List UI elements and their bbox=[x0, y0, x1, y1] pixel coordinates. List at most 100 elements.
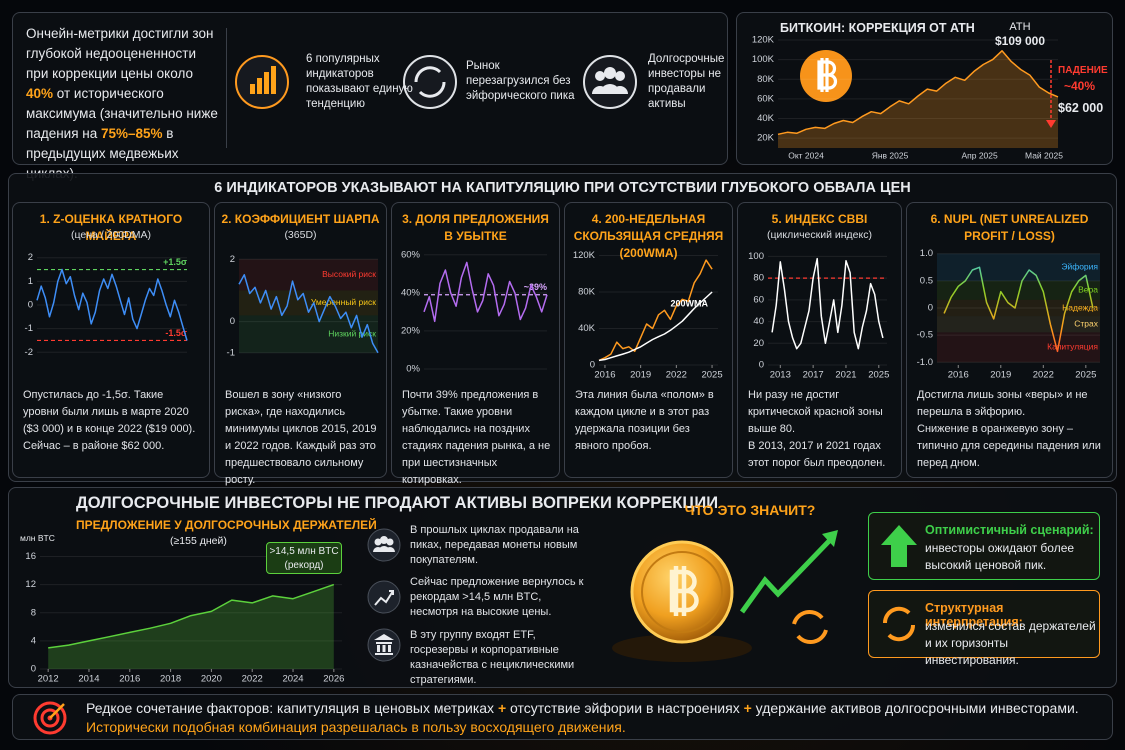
paragraph: Опустилась до -1,5σ. Такие уровни были л… bbox=[23, 389, 196, 435]
x-tick-label: 2022 bbox=[1033, 370, 1054, 381]
zone bbox=[937, 280, 1100, 300]
y-tick-label: -1 bbox=[227, 347, 235, 358]
feature: Долгосрочные инвесторы не продавали акти… bbox=[648, 53, 725, 110]
line bbox=[36, 268, 188, 341]
y-tick-label: 1.0 bbox=[920, 248, 933, 259]
line bbox=[423, 261, 548, 323]
reference-label: ~39% bbox=[524, 282, 547, 292]
icon bbox=[374, 634, 394, 655]
lth-title: ДОЛГОСРОЧНЫЕ ИНВЕСТОРЫ НЕ ПРОДАЮТ АКТИВЫ… bbox=[76, 494, 719, 512]
lth-note: (≥155 дней) bbox=[170, 535, 227, 547]
coin-rim bbox=[641, 551, 723, 633]
y-tick-label: 16 bbox=[25, 551, 36, 562]
x-tick-label: 2016 bbox=[948, 370, 969, 381]
icon-circle bbox=[403, 55, 457, 109]
x-tick-label: 2025 bbox=[1075, 370, 1096, 381]
icon-circle bbox=[367, 528, 401, 562]
zone-label: Страх bbox=[1074, 319, 1098, 329]
paragraph: Снижение в оранжевую зону – типично для … bbox=[917, 423, 1101, 469]
indicator-subtitle: (365D) bbox=[284, 229, 317, 241]
x-tick-label: 2012 bbox=[38, 674, 59, 685]
zone-label: Высокий риск bbox=[322, 269, 376, 279]
y-tick-label: 2 bbox=[28, 252, 33, 263]
text-segment: удержание активов долгосрочными инвестор… bbox=[751, 700, 1079, 716]
x-tick-label: 2024 bbox=[282, 674, 303, 685]
icon bbox=[595, 71, 605, 81]
y-tick-label: 120K bbox=[573, 250, 596, 261]
shadow bbox=[612, 634, 752, 662]
area bbox=[48, 584, 334, 669]
x-tick-label: 2016 bbox=[594, 370, 615, 381]
x-tick-label: Апр 2025 bbox=[961, 150, 998, 160]
callout-line: >14,5 млн BTC bbox=[269, 546, 339, 557]
y-tick-label: -1.0 bbox=[917, 357, 933, 368]
zone-label: Низкий риск bbox=[328, 328, 376, 338]
y-tick-label: 100K bbox=[752, 54, 775, 65]
text-segment: + bbox=[497, 700, 507, 716]
y-tick-label: 1 bbox=[28, 276, 33, 287]
y-tick-label: -2 bbox=[25, 347, 33, 358]
y-tick-label: 0 bbox=[230, 316, 235, 327]
growth-arrow bbox=[739, 536, 834, 614]
scenario-title: Структурная интерпретация: bbox=[925, 601, 1023, 629]
icon bbox=[40, 708, 60, 728]
icon-circle bbox=[583, 55, 637, 109]
y-tick-label: 40 bbox=[753, 316, 764, 327]
zone bbox=[937, 332, 1100, 363]
indicator-title: 3. ДОЛЯ ПРЕДЛОЖЕНИЯ В УБЫТКЕ bbox=[402, 212, 549, 243]
zone-label: Капитуляция bbox=[1047, 342, 1098, 352]
x-tick-label: 2019 bbox=[990, 370, 1011, 381]
paragraph: Достигла лишь зоны «веры» и не перешла в… bbox=[917, 389, 1088, 418]
zone bbox=[239, 315, 378, 353]
reference-label: +1.5σ bbox=[163, 257, 187, 267]
icon bbox=[49, 703, 65, 719]
scenario: Структурная интерпретация: изменился сост… bbox=[868, 590, 1100, 667]
x-tick-label: Май 2025 bbox=[1025, 150, 1063, 160]
bullet-text: В эту группу входят ETF, госрезервы и ко… bbox=[410, 629, 575, 686]
zone bbox=[937, 316, 1100, 333]
cycle-icon bbox=[792, 610, 828, 644]
line bbox=[48, 583, 335, 649]
x-tick-label: 2013 bbox=[770, 370, 791, 381]
x-tick-label: 2014 bbox=[78, 674, 99, 685]
indicator-chart: 2 1 0 -1 -2 +1.5σ -1.5σ bbox=[25, 252, 188, 358]
footer-line: Исторически подобная комбинация разрешал… bbox=[86, 719, 626, 735]
text-segment: Редкое сочетание факторов: капитуляция в… bbox=[86, 700, 498, 716]
indicator-panel: 5. ИНДЕКС CBBI (циклический индекс) 100 80 6… bbox=[737, 202, 902, 478]
indicator-chart: ЭйфорияВераНадеждаСтрахКапитуляция1.00.5… bbox=[917, 248, 1100, 381]
area bbox=[778, 50, 1058, 148]
icon bbox=[380, 536, 388, 544]
x-tick-label: Янв 2025 bbox=[872, 150, 909, 160]
arrow-head bbox=[822, 530, 838, 547]
zone bbox=[937, 253, 1100, 281]
y-axis-label: млн BTC bbox=[20, 533, 55, 543]
y-tick-label: 60K bbox=[757, 93, 775, 104]
indicator-text: Вошел в зону «низкого риска», где находи… bbox=[225, 387, 378, 489]
btc-panel bbox=[736, 12, 1113, 165]
y-tick-label: -1 bbox=[25, 323, 33, 334]
x-tick-label: 2020 bbox=[201, 674, 222, 685]
indicator-panel: 1. Z-ОЦЕНКА КРАТНОГО МАЙЕРА (цена / 200DM… bbox=[12, 202, 210, 478]
btc-logo bbox=[800, 50, 852, 102]
x-tick-label: 2025 bbox=[701, 370, 722, 381]
zone-label: Умеренный риск bbox=[311, 297, 376, 307]
icon bbox=[881, 525, 917, 567]
scenario: Оптимистичный сценарий: инвесторы ожидают… bbox=[868, 512, 1100, 580]
text-segment: Ончейн-метрики достигли зон глубокой нед… bbox=[26, 26, 214, 81]
section-title: 6 ИНДИКАТОРОВ УКАЗЫВАЮТ НА КАПИТУЛЯЦИЮ П… bbox=[214, 180, 911, 196]
scenario-text: инвесторы ожидают более высокий ценовой … bbox=[925, 541, 1075, 572]
indicator-title: 1. Z-ОЦЕНКА КРАТНОГО МАЙЕРА bbox=[39, 212, 183, 243]
icon bbox=[414, 66, 446, 98]
footer bbox=[12, 694, 1113, 740]
text-segment: отсутствие эйфории в настроениях bbox=[506, 700, 744, 716]
y-tick-label: 80K bbox=[757, 74, 775, 85]
indicator-text: Достигла лишь зоны «веры» и не перешла в… bbox=[917, 387, 1104, 472]
y-tick-label: 60 bbox=[753, 294, 764, 305]
icon bbox=[592, 84, 628, 94]
bullet-text: Сейчас предложение вернулось к рекордам … bbox=[410, 576, 584, 618]
icon bbox=[373, 546, 395, 552]
btc-symbol bbox=[669, 566, 699, 616]
callout: >14,5 млн BTC (рекорд) bbox=[266, 542, 342, 574]
icon bbox=[264, 72, 269, 94]
meaning-title: ЧТО ЭТО ЗНАЧИТ? bbox=[684, 502, 816, 518]
